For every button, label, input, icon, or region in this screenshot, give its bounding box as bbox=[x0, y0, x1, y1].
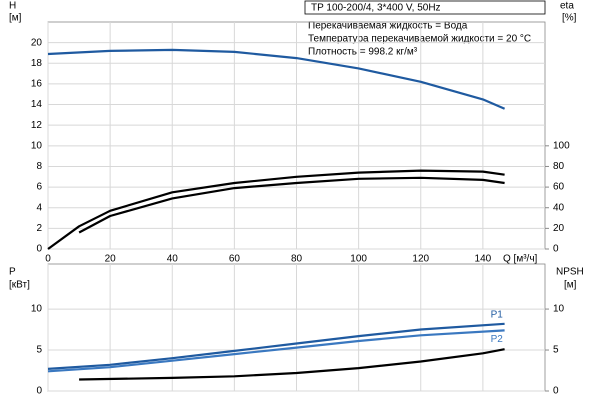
x-tick-label: 80 bbox=[291, 254, 303, 265]
y2-unit: [м] bbox=[564, 280, 577, 291]
series-line bbox=[47, 48, 506, 110]
x-label: Q [м³/ч] bbox=[503, 254, 538, 265]
y-tick-label: 10 bbox=[31, 140, 43, 151]
y-tick-label: 16 bbox=[31, 79, 43, 90]
y-tick-label: 2 bbox=[36, 223, 42, 234]
x-tick-label: 60 bbox=[229, 254, 241, 265]
x-tick-label: 20 bbox=[105, 254, 117, 265]
series-line bbox=[47, 329, 505, 373]
y2-tick-label: 5 bbox=[553, 345, 559, 356]
y-tick-label: 8 bbox=[36, 161, 42, 172]
x-tick-label: 120 bbox=[412, 254, 429, 265]
y-tick-label: 18 bbox=[31, 58, 43, 69]
y-unit: [кВт] bbox=[9, 280, 30, 291]
y-tick-label: 6 bbox=[36, 182, 42, 193]
y2-tick-label: 80 bbox=[553, 161, 565, 172]
info-box-text: TP 100-200/4, 3*400 V, 50Hz bbox=[311, 3, 441, 14]
y-tick-label: 5 bbox=[36, 345, 42, 356]
info-line: Перекачиваемая жидкость = Вода bbox=[308, 21, 468, 32]
y-tick-label: 14 bbox=[31, 99, 43, 110]
series-line bbox=[47, 322, 505, 370]
x-tick-label: 40 bbox=[167, 254, 179, 265]
y-tick-label: 0 bbox=[36, 244, 42, 255]
y-tick-label: 10 bbox=[31, 304, 43, 315]
info-line: Плотность = 998.2 кг/м³ bbox=[308, 47, 418, 58]
y-tick-label: 0 bbox=[36, 386, 42, 397]
y-label: H bbox=[9, 1, 16, 12]
series-line bbox=[47, 169, 505, 250]
x-tick-label: 140 bbox=[475, 254, 492, 265]
y2-tick-label: 60 bbox=[553, 182, 565, 193]
y2-tick-label: 100 bbox=[553, 140, 570, 151]
y2-tick-label: 20 bbox=[553, 223, 565, 234]
y2-tick-label: 10 bbox=[553, 304, 565, 315]
series-line bbox=[79, 348, 505, 381]
info-line: Температура перекачиваемой жидкости = 20… bbox=[308, 34, 531, 45]
y-unit: [м] bbox=[9, 13, 22, 24]
y2-tick-label: 0 bbox=[553, 244, 559, 255]
y2-unit: [%] bbox=[562, 13, 577, 24]
y2-tick-label: 0 bbox=[553, 386, 559, 397]
x-tick-label: 100 bbox=[350, 254, 367, 265]
y2-tick-label: 40 bbox=[553, 202, 565, 213]
series-line bbox=[78, 176, 505, 234]
info-box bbox=[304, 0, 546, 15]
series-label: P1 bbox=[491, 309, 504, 320]
x-tick-label: 0 bbox=[45, 254, 51, 265]
y2-label: NPSH bbox=[556, 267, 584, 278]
y2-label: eta bbox=[560, 1, 574, 12]
y-tick-label: 12 bbox=[31, 120, 43, 131]
y-label: P bbox=[9, 267, 16, 278]
y-tick-label: 4 bbox=[36, 202, 42, 213]
series-label: P2 bbox=[491, 334, 504, 345]
y-tick-label: 20 bbox=[31, 37, 43, 48]
